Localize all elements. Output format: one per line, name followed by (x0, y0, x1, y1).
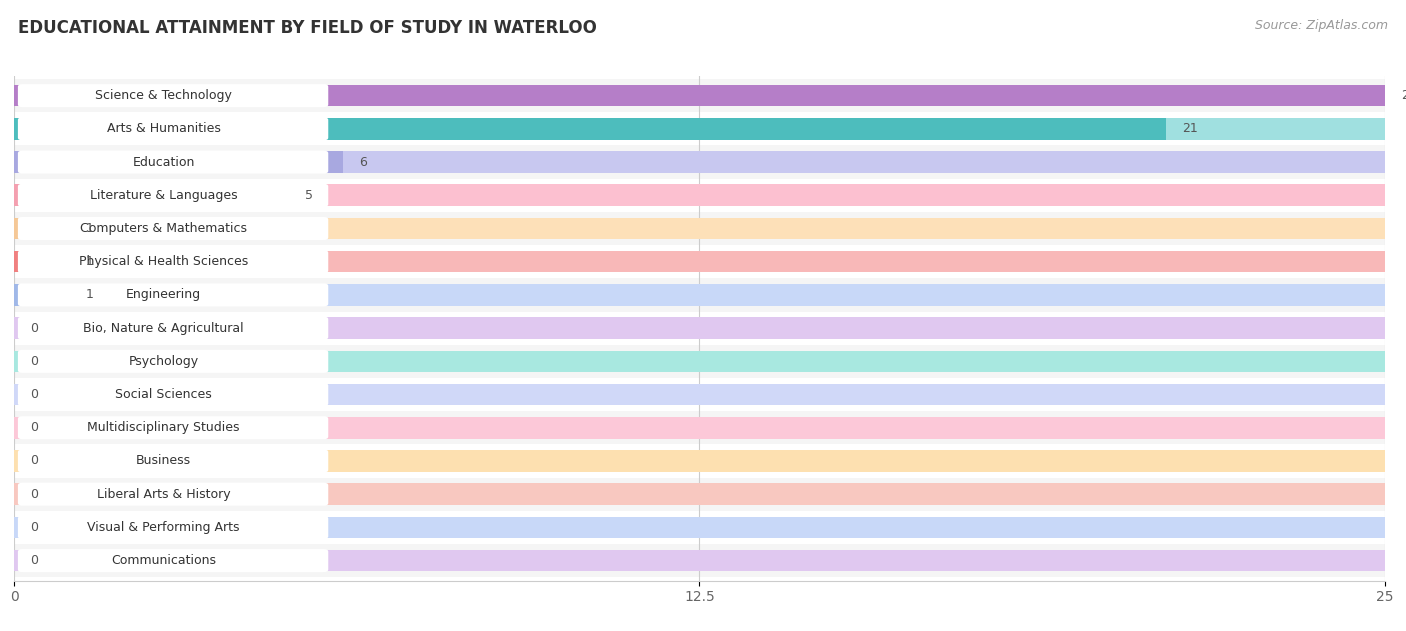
Text: 0: 0 (31, 554, 38, 567)
Text: Business: Business (136, 454, 191, 468)
Bar (14, 218, 69, 239)
Text: Arts & Humanities: Arts & Humanities (107, 122, 221, 136)
Bar (14, 411, 1385, 444)
Bar (14, 118, 1385, 139)
Text: Engineering: Engineering (127, 288, 201, 302)
Bar (14, 179, 1385, 212)
Bar (14, 85, 1385, 107)
Bar (14, 151, 1385, 173)
Bar (14, 450, 1385, 472)
Bar (14, 151, 343, 173)
Bar (14, 118, 1166, 139)
FancyBboxPatch shape (18, 383, 328, 406)
FancyBboxPatch shape (18, 416, 328, 439)
Text: Physical & Health Sciences: Physical & Health Sciences (79, 255, 247, 268)
Text: Liberal Arts & History: Liberal Arts & History (97, 488, 231, 500)
Text: Visual & Performing Arts: Visual & Performing Arts (87, 521, 240, 534)
Bar (14, 184, 1385, 206)
Bar (14, 417, 1385, 439)
Bar (14, 278, 1385, 312)
Bar (14, 544, 1385, 577)
Text: Source: ZipAtlas.com: Source: ZipAtlas.com (1254, 19, 1388, 32)
Text: Communications: Communications (111, 554, 217, 567)
Text: 0: 0 (31, 388, 38, 401)
Bar (14, 351, 1385, 372)
Bar (14, 245, 1385, 278)
Bar (14, 184, 288, 206)
Bar (14, 85, 1385, 107)
FancyBboxPatch shape (18, 283, 328, 307)
Text: 0: 0 (31, 454, 38, 468)
Bar (14, 384, 1385, 405)
FancyBboxPatch shape (18, 516, 328, 539)
Bar (14, 218, 1385, 239)
Bar (14, 251, 1385, 273)
Bar (14, 146, 1385, 179)
Text: Education: Education (132, 156, 194, 168)
Text: 0: 0 (31, 422, 38, 434)
Text: 0: 0 (31, 322, 38, 334)
Bar (14, 345, 1385, 378)
Text: 6: 6 (360, 156, 367, 168)
FancyBboxPatch shape (18, 217, 328, 240)
Text: Computers & Mathematics: Computers & Mathematics (80, 222, 247, 235)
Text: 0: 0 (31, 521, 38, 534)
Bar (14, 284, 1385, 305)
Text: Bio, Nature & Agricultural: Bio, Nature & Agricultural (83, 322, 243, 334)
Bar (14, 312, 1385, 345)
Bar (14, 212, 1385, 245)
Text: 5: 5 (305, 189, 312, 202)
FancyBboxPatch shape (18, 317, 328, 339)
Text: 21: 21 (1182, 122, 1198, 136)
Text: 1: 1 (86, 255, 93, 268)
Text: 0: 0 (31, 488, 38, 500)
Text: Social Sciences: Social Sciences (115, 388, 212, 401)
Bar (14, 251, 69, 273)
Text: Multidisciplinary Studies: Multidisciplinary Studies (87, 422, 240, 434)
Text: 1: 1 (86, 222, 93, 235)
Bar (14, 517, 1385, 538)
Bar (14, 510, 1385, 544)
FancyBboxPatch shape (18, 184, 328, 207)
FancyBboxPatch shape (18, 350, 328, 373)
Text: Psychology: Psychology (128, 355, 198, 368)
Bar (14, 483, 1385, 505)
Text: 25: 25 (1402, 89, 1406, 102)
Bar (14, 79, 1385, 112)
Bar (14, 444, 1385, 478)
Bar (14, 284, 69, 305)
Bar (14, 378, 1385, 411)
Text: 0: 0 (31, 355, 38, 368)
FancyBboxPatch shape (18, 84, 328, 107)
Bar (14, 112, 1385, 146)
FancyBboxPatch shape (18, 117, 328, 140)
Bar (14, 478, 1385, 510)
FancyBboxPatch shape (18, 449, 328, 473)
Text: EDUCATIONAL ATTAINMENT BY FIELD OF STUDY IN WATERLOO: EDUCATIONAL ATTAINMENT BY FIELD OF STUDY… (18, 19, 598, 37)
Text: Literature & Languages: Literature & Languages (90, 189, 238, 202)
FancyBboxPatch shape (18, 549, 328, 572)
Text: 1: 1 (86, 288, 93, 302)
FancyBboxPatch shape (18, 250, 328, 273)
FancyBboxPatch shape (18, 483, 328, 505)
Bar (14, 317, 1385, 339)
Bar (14, 550, 1385, 572)
FancyBboxPatch shape (18, 151, 328, 174)
Text: Science & Technology: Science & Technology (96, 89, 232, 102)
